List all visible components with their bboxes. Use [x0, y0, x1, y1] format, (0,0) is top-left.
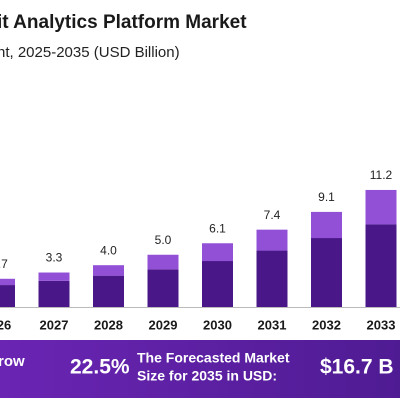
banner — [0, 340, 400, 398]
bar-segment — [147, 269, 179, 307]
bar-segment — [256, 250, 288, 307]
x-tick-label: 2032 — [312, 317, 341, 332]
x-tick-label: 2027 — [40, 317, 69, 332]
bar-segment — [311, 238, 342, 307]
value-label: 6.1 — [209, 221, 226, 235]
bar-segment — [202, 261, 233, 307]
value-label: 11.2 — [370, 168, 393, 182]
value-label: 9.1 — [318, 190, 335, 204]
value-label: 3.3 — [46, 251, 63, 265]
value-label: 7.4 — [264, 208, 281, 222]
forecast-value: $16.7 B — [320, 356, 394, 379]
banner-lead: row — [0, 353, 25, 370]
bar-segment — [0, 285, 15, 307]
value-label: 4.0 — [100, 243, 117, 257]
bar-segment — [202, 243, 233, 262]
value-label: 2.7 — [0, 257, 8, 271]
bar-segment — [311, 211, 342, 239]
bar-segment — [93, 275, 124, 307]
bar-segment — [256, 229, 288, 251]
chart-title: it Analytics Platform Market — [0, 12, 247, 33]
x-tick-label: 26 — [0, 317, 11, 332]
x-tick-label: 2033 — [367, 317, 396, 332]
value-label: 5.0 — [155, 233, 172, 247]
forecast-text: Size for 2035 in USD: — [137, 368, 277, 384]
cagr: 22.5% — [70, 356, 130, 379]
bar-segment — [147, 254, 179, 270]
bar-segment — [365, 189, 397, 225]
x-tick-label: 2029 — [149, 317, 178, 332]
x-tick-label: 2028 — [94, 317, 123, 332]
bar-segment — [365, 224, 397, 307]
bar-segment — [38, 280, 70, 307]
chart-subtitle: nt, 2025-2035 (USD Billion) — [0, 44, 180, 61]
bar-segment — [93, 265, 124, 276]
x-tick-label: 2030 — [203, 317, 232, 332]
bar-segment — [0, 278, 15, 286]
x-tick-label: 2031 — [258, 317, 287, 332]
forecast-text: The Forecasted Market — [137, 350, 290, 366]
bar-segment — [38, 272, 70, 281]
